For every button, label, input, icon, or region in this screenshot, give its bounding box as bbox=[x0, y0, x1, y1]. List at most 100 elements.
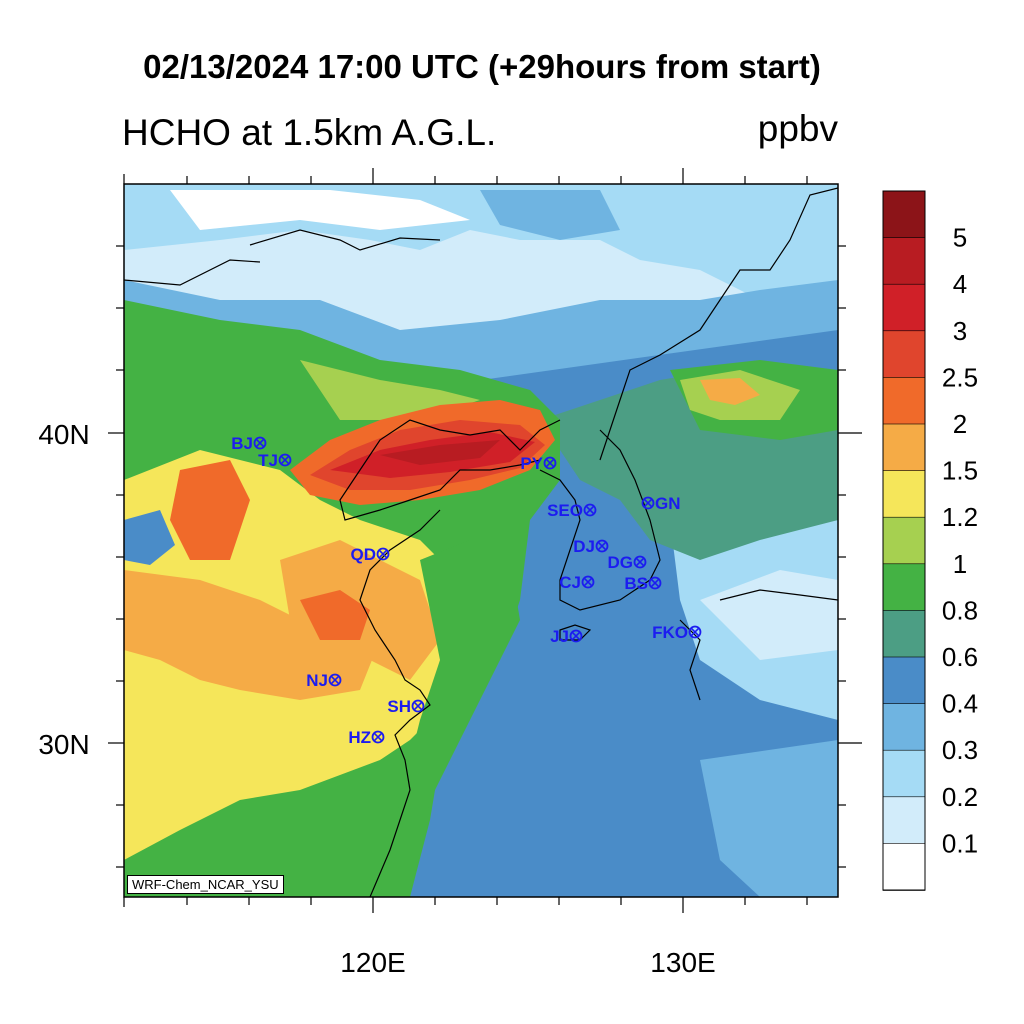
colorbar-swatch bbox=[882, 237, 926, 286]
colorbar-swatch bbox=[882, 843, 926, 891]
colorbar-label: 1.5 bbox=[942, 456, 978, 486]
colorbar-frame bbox=[882, 190, 926, 891]
lat-label-30n: 30N bbox=[38, 729, 89, 760]
city-label: GN bbox=[655, 494, 681, 513]
city-label: DJ bbox=[573, 537, 595, 556]
city-marker-hz: HZ bbox=[348, 728, 385, 747]
city-marker-bs: BS bbox=[624, 574, 662, 593]
station-cross-icon bbox=[255, 438, 265, 448]
station-cross-icon bbox=[585, 505, 595, 515]
station-icon bbox=[633, 555, 647, 569]
lat-label-40n: 40N bbox=[38, 419, 89, 450]
variable-label: HCHO at 1.5km A.G.L. bbox=[122, 112, 497, 153]
city-marker-cj: CJ bbox=[559, 573, 595, 592]
station-icon bbox=[648, 576, 662, 590]
station-cross-icon bbox=[373, 732, 383, 742]
station-icon bbox=[371, 730, 385, 744]
station-icon bbox=[328, 673, 342, 687]
city-label: BS bbox=[624, 574, 648, 593]
city-marker-py: PY bbox=[520, 454, 557, 473]
colorbar-label: 0.8 bbox=[942, 595, 978, 625]
station-icon bbox=[641, 496, 655, 510]
model-credit: WRF-Chem_NCAR_YSU bbox=[127, 875, 284, 894]
station-cross-icon bbox=[690, 627, 700, 637]
station-icon bbox=[688, 625, 702, 639]
city-markers: BJ TJ PY SEO GN QD DJ DG CJ BS JJ FKO NJ SH HZ bbox=[231, 434, 702, 747]
concentration-field bbox=[124, 184, 838, 897]
city-marker-gn: GN bbox=[641, 494, 681, 513]
station-icon bbox=[376, 547, 390, 561]
colorbar-swatch bbox=[882, 377, 926, 425]
city-label: QD bbox=[351, 545, 377, 564]
station-icon bbox=[569, 629, 583, 643]
station-cross-icon bbox=[330, 675, 340, 685]
colorbar-swatch bbox=[882, 703, 926, 751]
colorbar-label: 1 bbox=[953, 549, 967, 579]
station-cross-icon bbox=[650, 578, 660, 588]
colorbar-swatch bbox=[882, 283, 926, 332]
colorbar-swatch bbox=[882, 330, 926, 379]
station-cross-icon bbox=[597, 541, 607, 551]
city-label: PY bbox=[520, 454, 543, 473]
colorbar-swatch bbox=[882, 470, 926, 519]
coastlines bbox=[124, 187, 838, 897]
city-marker-dg: DG bbox=[608, 553, 647, 572]
colorbar-swatch bbox=[882, 749, 926, 798]
city-label: SH bbox=[387, 697, 411, 716]
city-marker-tj: TJ bbox=[258, 451, 292, 470]
station-cross-icon bbox=[571, 631, 581, 641]
units-label: ppbv bbox=[757, 108, 838, 149]
colorbar-swatch bbox=[882, 563, 926, 612]
city-label: DG bbox=[608, 553, 634, 572]
city-label: BJ bbox=[231, 434, 253, 453]
station-icon bbox=[583, 503, 597, 517]
city-marker-dj: DJ bbox=[573, 537, 609, 556]
colorbar-label: 0.4 bbox=[942, 689, 978, 719]
station-cross-icon bbox=[635, 557, 645, 567]
city-marker-sh: SH bbox=[387, 697, 425, 716]
city-marker-bj: BJ bbox=[231, 434, 267, 453]
city-marker-fko: FKO bbox=[652, 623, 702, 642]
lon-label-120e: 120E bbox=[340, 947, 405, 978]
colorbar-swatch bbox=[882, 796, 926, 845]
colorbar-label: 0.3 bbox=[942, 735, 978, 765]
colorbar-swatch bbox=[882, 610, 926, 658]
station-cross-icon bbox=[545, 458, 555, 468]
city-label: CJ bbox=[559, 573, 581, 592]
colorbar-label: 2.5 bbox=[942, 362, 978, 392]
city-marker-qd: QD bbox=[351, 545, 390, 564]
city-marker-seo: SEO bbox=[547, 501, 597, 520]
station-cross-icon bbox=[413, 701, 423, 711]
station-icon bbox=[595, 539, 609, 553]
city-label: SEO bbox=[547, 501, 583, 520]
station-icon bbox=[253, 436, 267, 450]
map-title: 02/13/2024 17:00 UTC (+29hours from star… bbox=[143, 48, 821, 85]
city-label: HZ bbox=[348, 728, 371, 747]
colorbar-label: 0.1 bbox=[942, 828, 978, 858]
station-cross-icon bbox=[643, 498, 653, 508]
plot-frame bbox=[123, 183, 839, 898]
station-icon bbox=[411, 699, 425, 713]
city-marker-nj: NJ bbox=[306, 671, 342, 690]
station-icon bbox=[278, 453, 292, 467]
city-marker-jj: JJ bbox=[550, 627, 583, 646]
colorbar-label: 2 bbox=[953, 409, 967, 439]
colorbar-swatch bbox=[882, 516, 926, 565]
city-label: NJ bbox=[306, 671, 328, 690]
lon-label-130e: 130E bbox=[650, 947, 715, 978]
colorbar-label: 0.6 bbox=[942, 642, 978, 672]
city-label: FKO bbox=[652, 623, 688, 642]
colorbar-label: 4 bbox=[953, 269, 967, 299]
colorbar-label: 3 bbox=[953, 316, 967, 346]
tick-marks bbox=[108, 168, 862, 913]
colorbar-label: 1.2 bbox=[942, 502, 978, 532]
station-cross-icon bbox=[583, 577, 593, 587]
colorbar-swatch bbox=[882, 656, 926, 705]
colorbar-label: 0.2 bbox=[942, 782, 978, 812]
city-label: JJ bbox=[550, 627, 569, 646]
colorbar-swatch bbox=[882, 423, 926, 472]
colorbar: 5 4 3 2.5 2 1.5 1.2 1 0.8 0.6 0.4 0.3 0.2 0.1 bbox=[882, 190, 978, 891]
colorbar-swatch bbox=[882, 190, 926, 239]
station-icon bbox=[581, 575, 595, 589]
